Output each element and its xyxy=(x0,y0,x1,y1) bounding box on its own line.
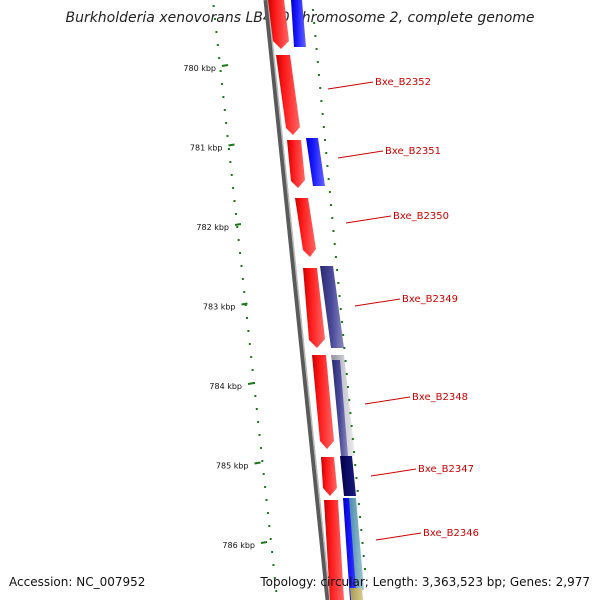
gene-label: Bxe_B2350 xyxy=(393,211,449,222)
chromosome-backbone-highlight xyxy=(267,0,331,600)
cds-reverse xyxy=(332,360,348,456)
cds-reverse xyxy=(306,138,325,186)
gene-annotations: Bxe_B2352 Bxe_B2351 Bxe_B2350 Bxe_B2349 Bxe_… xyxy=(327,77,479,541)
scale-tick xyxy=(228,143,235,147)
gene-label: Bxe_B2352 xyxy=(375,77,431,88)
cds-forward xyxy=(268,0,289,49)
cds-forward xyxy=(287,140,305,188)
gene-leader-line xyxy=(370,468,417,477)
scale-tick xyxy=(260,541,268,544)
cds-forward xyxy=(295,198,316,257)
cds-forward xyxy=(312,355,334,449)
gene-label: Bxe_B2348 xyxy=(412,392,468,403)
gene-label: Bxe_B2346 xyxy=(423,528,479,539)
scale-ticks: 780 kbp 781 kbp 782 kbp 783 kbp 784 kbp 785 k… xyxy=(183,64,268,550)
scale-tick-label: 780 kbp xyxy=(183,64,216,73)
chromosome-backbone xyxy=(263,0,331,600)
gene-leader-line xyxy=(364,396,411,405)
gene-leader-line xyxy=(327,81,374,90)
cds-reverse xyxy=(320,266,344,348)
gene-leader-line xyxy=(375,532,422,541)
gene-leader-line xyxy=(354,298,401,307)
gene-label: Bxe_B2347 xyxy=(418,464,474,475)
gc-track-inner xyxy=(212,5,278,592)
cds-forward xyxy=(324,500,344,600)
gene-label: Bxe_B2351 xyxy=(385,146,441,157)
cds-reverse xyxy=(340,456,356,496)
scale-tick xyxy=(247,382,255,385)
cds-reverse xyxy=(291,0,306,47)
scale-tick-label: 784 kbp xyxy=(209,382,242,391)
scale-tick-label: 782 kbp xyxy=(196,223,229,232)
gene-leader-line xyxy=(345,215,392,224)
gc-track-outer xyxy=(311,9,366,570)
scale-tick-label: 786 kbp xyxy=(222,541,255,550)
genome-stats: Topology: circular; Length: 3,363,523 bp… xyxy=(260,575,590,589)
cds-reverse xyxy=(349,498,364,590)
scale-tick xyxy=(221,64,229,67)
cds-forward xyxy=(276,55,300,135)
scale-tick xyxy=(241,302,248,306)
cds-forward xyxy=(321,457,337,496)
scale-tick xyxy=(254,461,261,465)
scale-tick-label: 785 kbp xyxy=(216,462,249,471)
cds-reverse xyxy=(350,588,363,600)
scale-tick xyxy=(234,223,242,226)
gene-label: Bxe_B2349 xyxy=(402,294,458,305)
cds-forward xyxy=(303,268,325,348)
gene-leader-line xyxy=(337,150,384,159)
scale-tick-label: 783 kbp xyxy=(203,303,236,312)
scale-tick-label: 781 kbp xyxy=(190,144,223,153)
accession-label: Accession: NC_007952 xyxy=(9,575,146,589)
